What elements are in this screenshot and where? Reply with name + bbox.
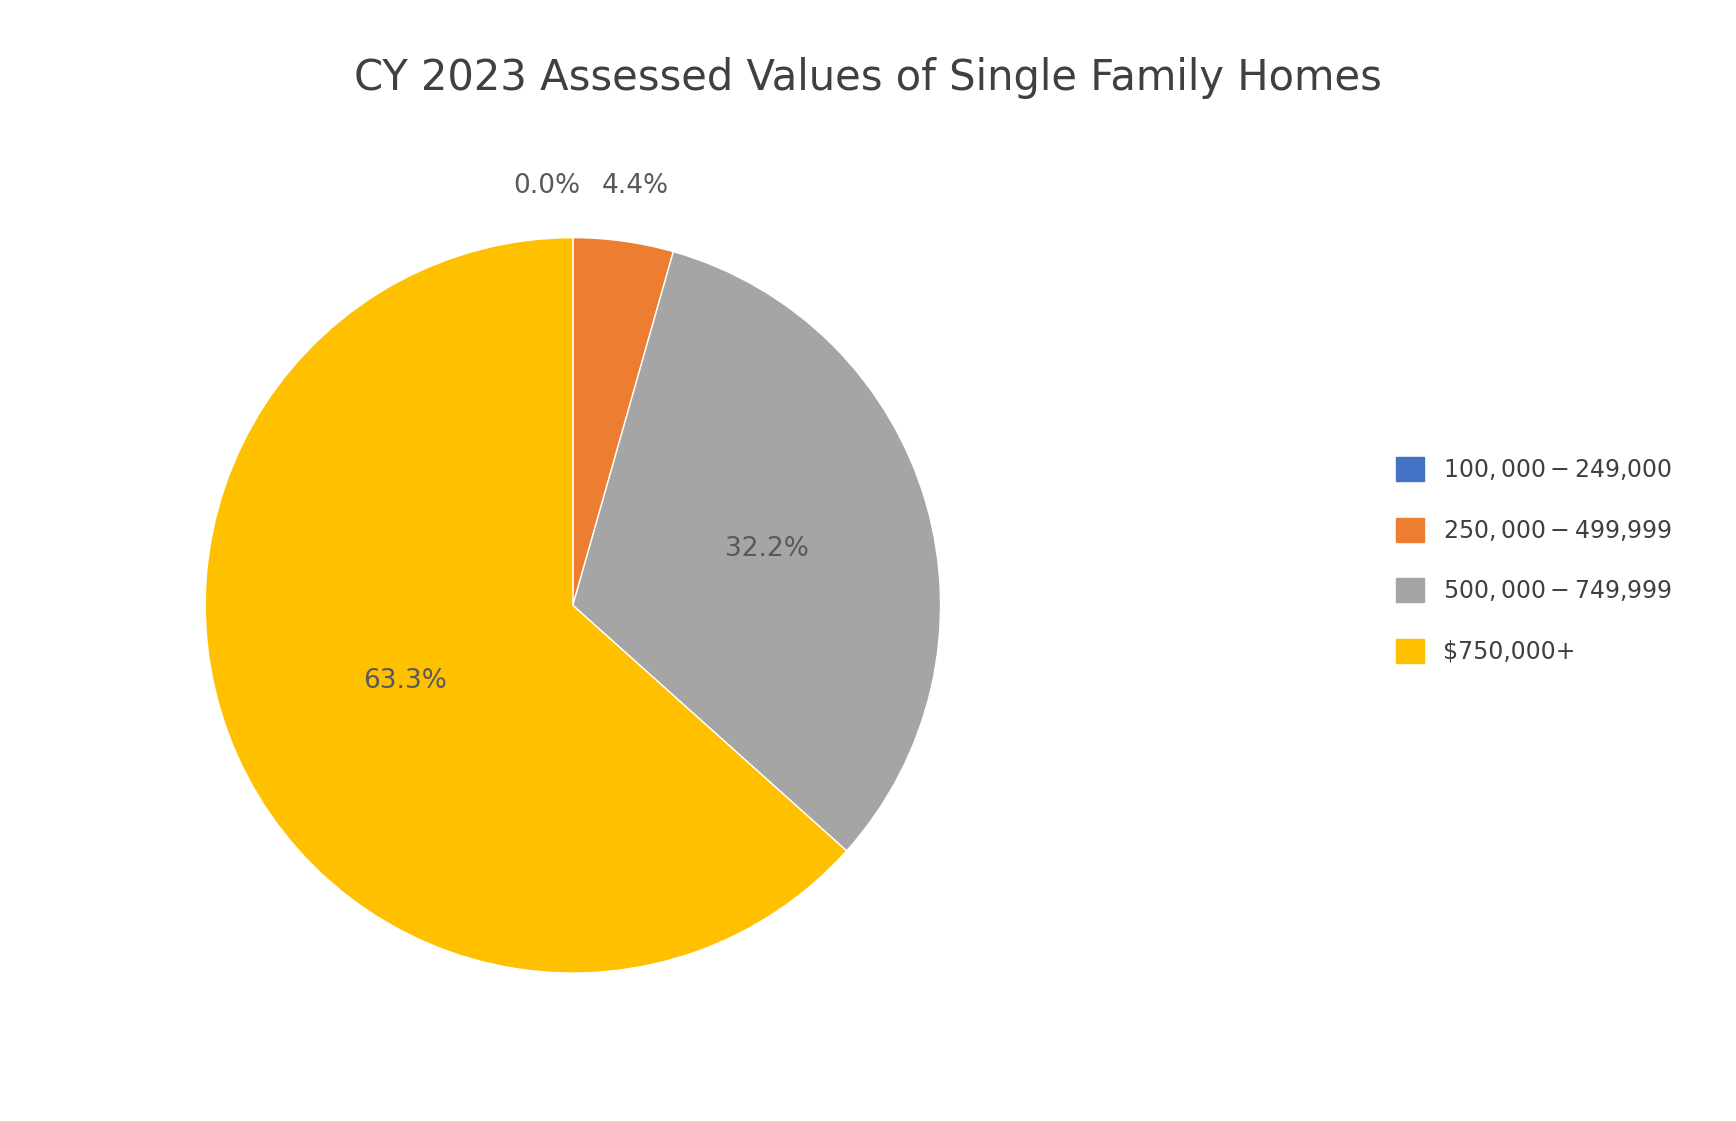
Wedge shape: [205, 238, 847, 973]
Text: CY 2023 Assessed Values of Single Family Homes: CY 2023 Assessed Values of Single Family…: [354, 57, 1382, 100]
Text: 4.4%: 4.4%: [602, 173, 668, 200]
Text: 0.0%: 0.0%: [514, 173, 582, 200]
Wedge shape: [573, 238, 674, 605]
Text: 63.3%: 63.3%: [363, 668, 448, 694]
Legend: $100,000-$249,000, $250,000-$499,999, $500,000-$749,999, $750,000+: $100,000-$249,000, $250,000-$499,999, $5…: [1396, 457, 1672, 664]
Text: 32.2%: 32.2%: [726, 536, 809, 562]
Wedge shape: [573, 251, 941, 851]
